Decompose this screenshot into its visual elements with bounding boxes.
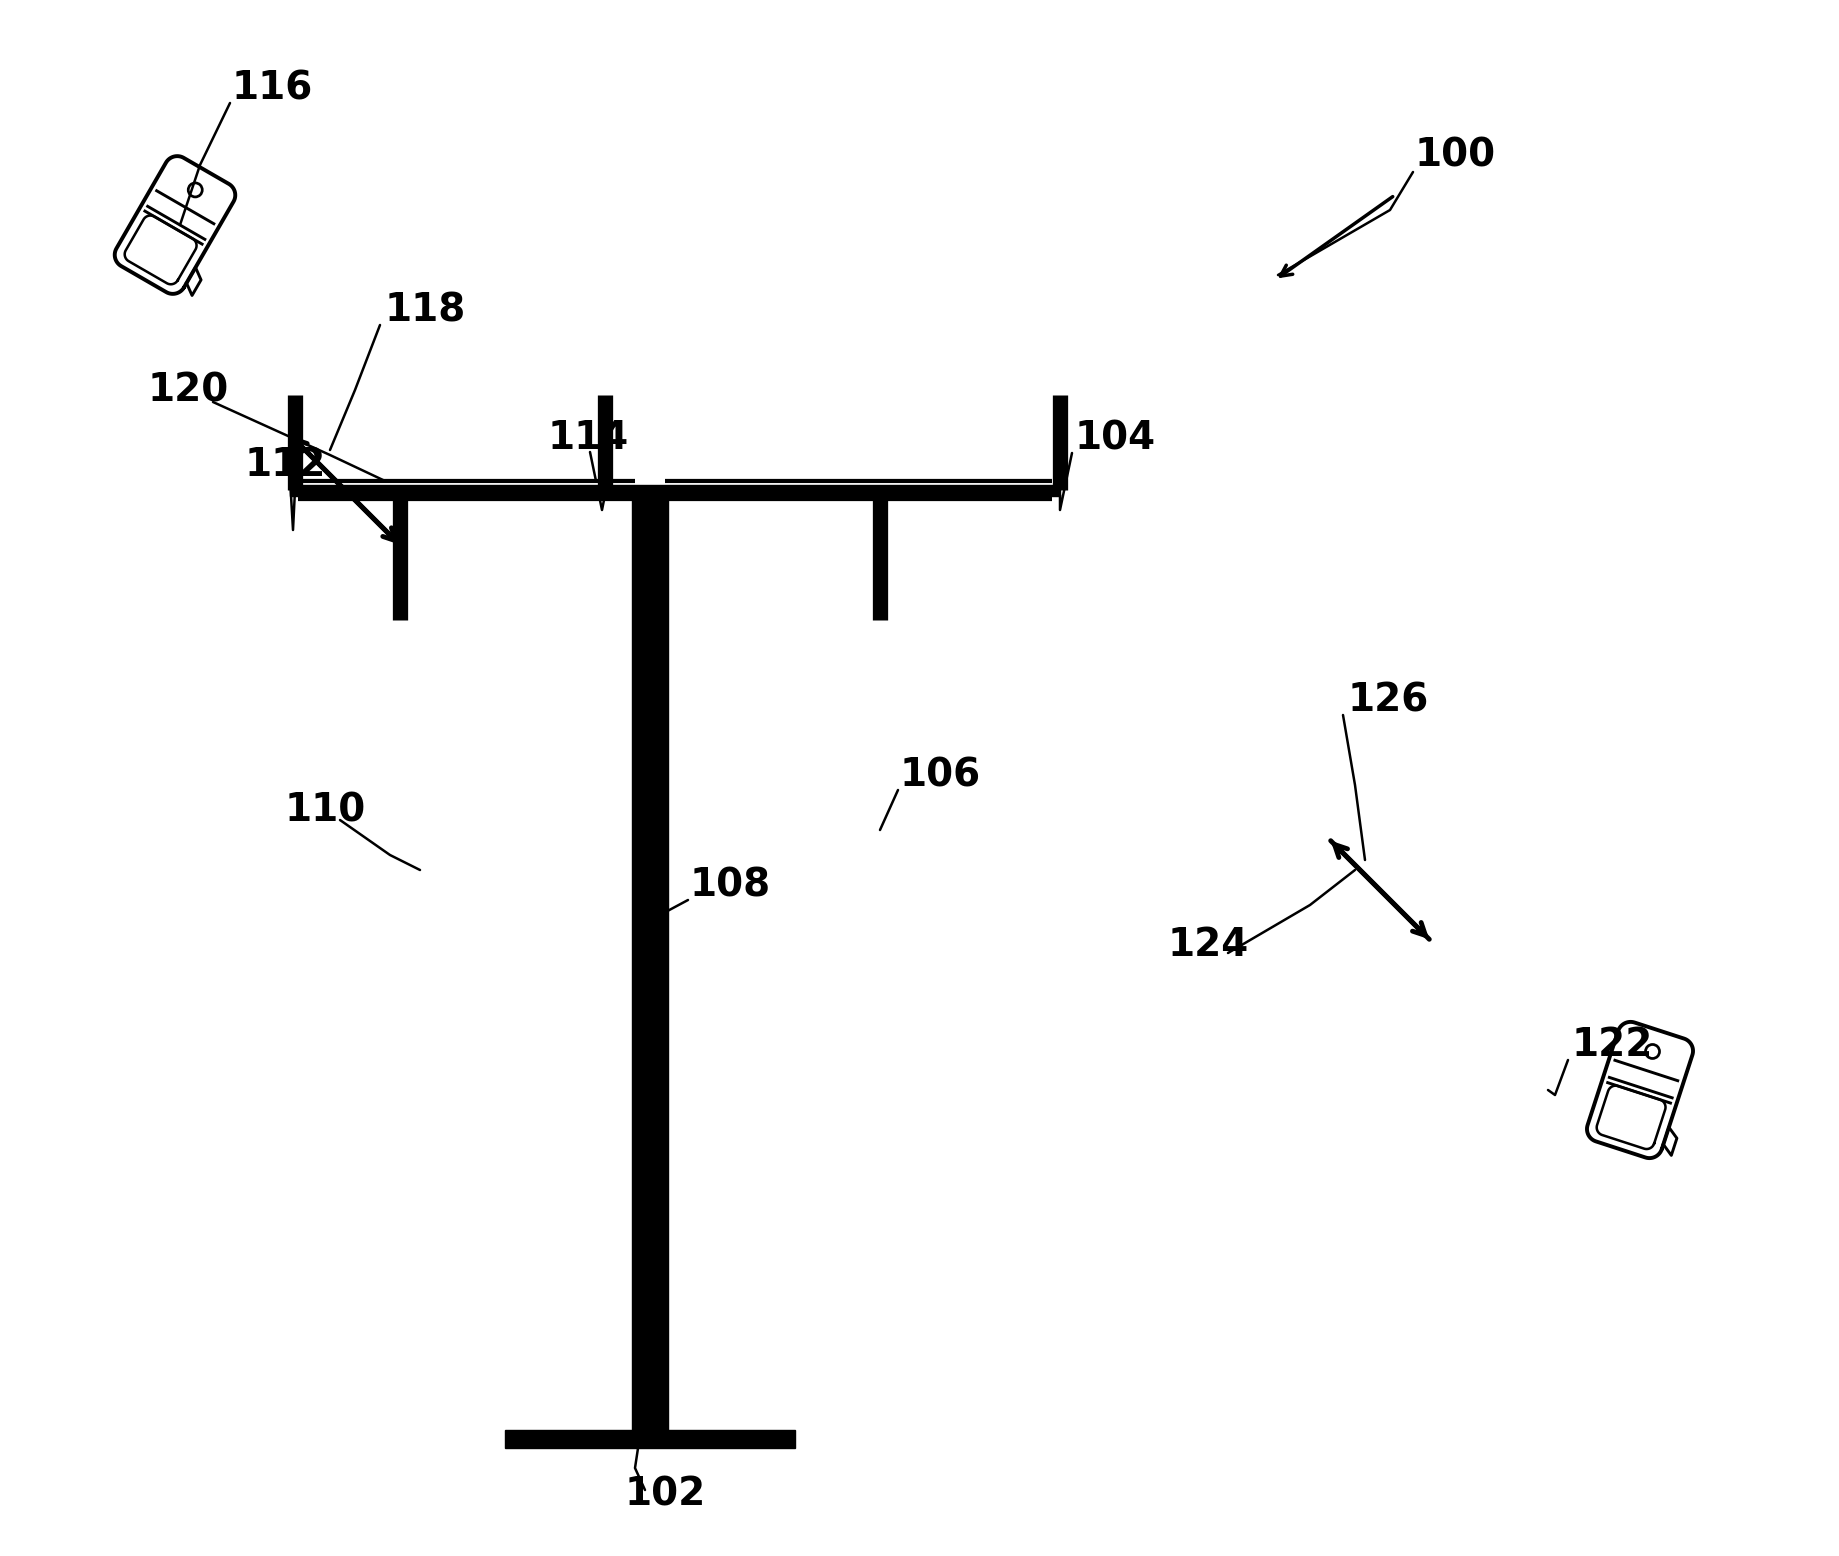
Text: 108: 108 xyxy=(690,867,771,904)
Text: 120: 120 xyxy=(147,370,230,409)
Text: 102: 102 xyxy=(625,1477,706,1514)
Text: 112: 112 xyxy=(245,447,326,484)
Bar xyxy=(504,1430,794,1449)
Text: 126: 126 xyxy=(1348,682,1429,719)
Text: 118: 118 xyxy=(384,291,465,328)
Text: 106: 106 xyxy=(899,756,980,794)
Text: 100: 100 xyxy=(1414,135,1495,174)
Text: 116: 116 xyxy=(232,68,313,107)
Bar xyxy=(291,484,1059,495)
Bar xyxy=(631,490,668,1430)
Text: 110: 110 xyxy=(285,790,366,829)
Text: 104: 104 xyxy=(1074,419,1155,457)
Text: 122: 122 xyxy=(1571,1025,1653,1064)
Text: 124: 124 xyxy=(1168,926,1249,965)
Text: 114: 114 xyxy=(548,419,629,457)
